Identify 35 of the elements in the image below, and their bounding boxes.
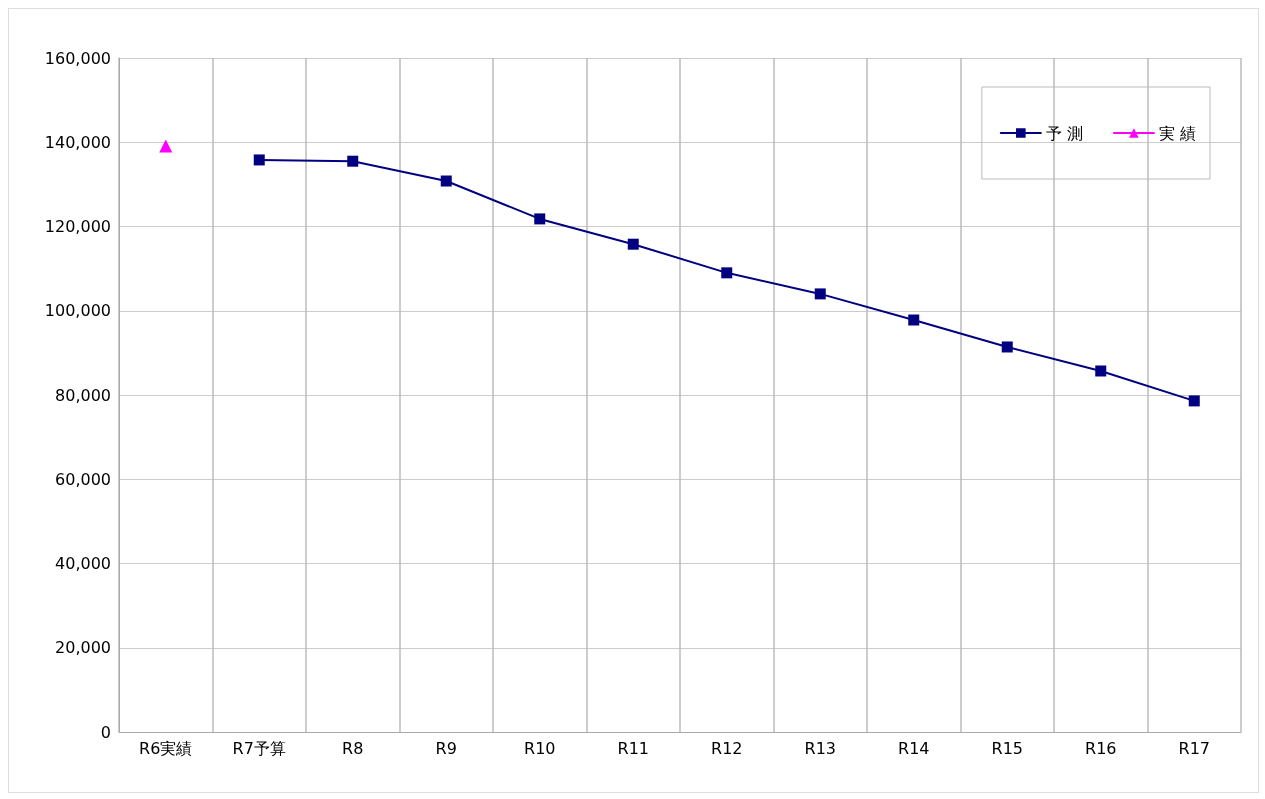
legend-label: 実 績 — [1158, 123, 1197, 143]
y-tick-label: 120,000 — [44, 217, 111, 236]
point — [347, 155, 359, 167]
point — [814, 288, 826, 300]
y-tick-label: 160,000 — [44, 48, 111, 68]
point — [908, 314, 920, 326]
legend-label: 予 測 — [1045, 123, 1083, 143]
x-tick-label: R6実績 — [139, 738, 193, 758]
point — [627, 238, 639, 250]
point — [159, 139, 173, 153]
point — [1095, 365, 1107, 377]
y-tick-label: 20,000 — [55, 638, 111, 658]
x-tick-label: R8 — [342, 738, 364, 758]
x-tick-label: R10 — [524, 738, 556, 758]
y-tick-label: 100,000 — [44, 301, 111, 321]
point — [253, 154, 265, 166]
x-tick-label: R15 — [991, 738, 1023, 758]
x-tick-label: R14 — [898, 738, 930, 758]
y-tick-label: 40,000 — [55, 554, 111, 573]
x-tick-label: R17 — [1178, 738, 1210, 758]
x-tick-label: R12 — [711, 738, 743, 758]
y-tick-label: 80,000 — [55, 385, 111, 405]
y-tick-label: 0 — [100, 722, 111, 742]
point — [1001, 341, 1013, 353]
y-tick-label: 140,000 — [44, 132, 111, 152]
x-tick-label: R7予算 — [232, 738, 286, 758]
point — [721, 267, 733, 279]
point — [534, 213, 546, 225]
x-tick-label: R9 — [435, 738, 457, 758]
x-tick-label: R13 — [804, 738, 836, 758]
x-tick-label: R11 — [617, 738, 649, 758]
point — [440, 175, 452, 187]
point — [1188, 395, 1200, 407]
x-tick-label: R16 — [1085, 738, 1117, 758]
y-tick-label: 60,000 — [55, 469, 111, 489]
